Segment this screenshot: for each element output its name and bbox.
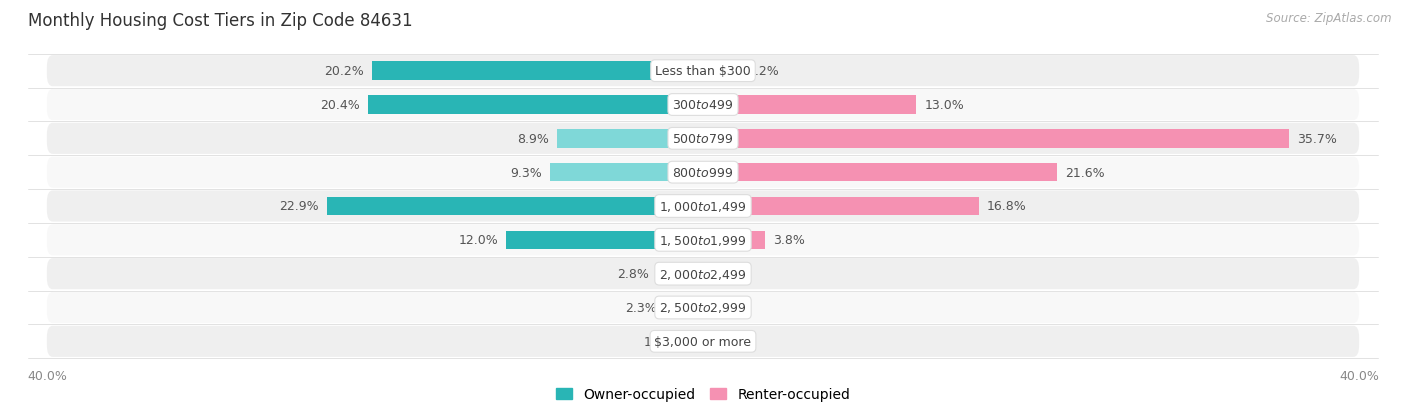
Text: Less than $300: Less than $300 (655, 65, 751, 78)
Bar (550, 164, 703, 182)
Text: $1,500 to $1,999: $1,500 to $1,999 (659, 233, 747, 247)
Text: 0.0%: 0.0% (711, 335, 744, 348)
Bar (328, 197, 703, 216)
Text: Source: ZipAtlas.com: Source: ZipAtlas.com (1267, 12, 1392, 25)
Bar (703, 197, 979, 216)
Text: 21.6%: 21.6% (1066, 166, 1105, 179)
Text: 13.0%: 13.0% (925, 99, 965, 112)
Text: $800 to $999: $800 to $999 (672, 166, 734, 179)
Text: 20.2%: 20.2% (323, 65, 363, 78)
FancyBboxPatch shape (46, 191, 1360, 222)
Text: Monthly Housing Cost Tiers in Zip Code 84631: Monthly Housing Cost Tiers in Zip Code 8… (28, 12, 413, 30)
Text: 8.9%: 8.9% (517, 133, 548, 145)
Bar (703, 130, 1289, 148)
Bar (703, 164, 1057, 182)
Text: 22.9%: 22.9% (280, 200, 319, 213)
Bar (703, 96, 917, 114)
Text: 16.8%: 16.8% (987, 200, 1026, 213)
Bar (665, 299, 703, 317)
FancyBboxPatch shape (46, 225, 1360, 256)
Text: $300 to $499: $300 to $499 (672, 99, 734, 112)
FancyBboxPatch shape (46, 259, 1360, 290)
Text: 2.8%: 2.8% (617, 268, 650, 280)
Text: 0.0%: 0.0% (711, 268, 744, 280)
FancyBboxPatch shape (46, 326, 1360, 357)
Text: $2,500 to $2,999: $2,500 to $2,999 (659, 301, 747, 315)
Text: 2.2%: 2.2% (748, 65, 779, 78)
FancyBboxPatch shape (46, 90, 1360, 121)
FancyBboxPatch shape (46, 56, 1360, 87)
Bar (657, 265, 703, 283)
Bar (506, 231, 703, 249)
FancyBboxPatch shape (46, 123, 1360, 154)
Text: 3.8%: 3.8% (773, 234, 806, 247)
Text: 9.3%: 9.3% (510, 166, 543, 179)
FancyBboxPatch shape (46, 157, 1360, 188)
Text: $1,000 to $1,499: $1,000 to $1,499 (659, 199, 747, 214)
Text: 12.0%: 12.0% (458, 234, 498, 247)
Text: $500 to $799: $500 to $799 (672, 133, 734, 145)
Text: $2,000 to $2,499: $2,000 to $2,499 (659, 267, 747, 281)
Bar (683, 332, 703, 351)
Bar (371, 62, 703, 81)
Bar (703, 231, 765, 249)
Text: 35.7%: 35.7% (1296, 133, 1337, 145)
Text: 0.0%: 0.0% (711, 301, 744, 314)
Text: 2.3%: 2.3% (626, 301, 657, 314)
FancyBboxPatch shape (46, 292, 1360, 323)
Text: 20.4%: 20.4% (321, 99, 360, 112)
Bar (703, 62, 740, 81)
Bar (368, 96, 703, 114)
Bar (557, 130, 703, 148)
Text: 1.2%: 1.2% (644, 335, 675, 348)
Text: $3,000 or more: $3,000 or more (655, 335, 751, 348)
Legend: Owner-occupied, Renter-occupied: Owner-occupied, Renter-occupied (550, 382, 856, 407)
